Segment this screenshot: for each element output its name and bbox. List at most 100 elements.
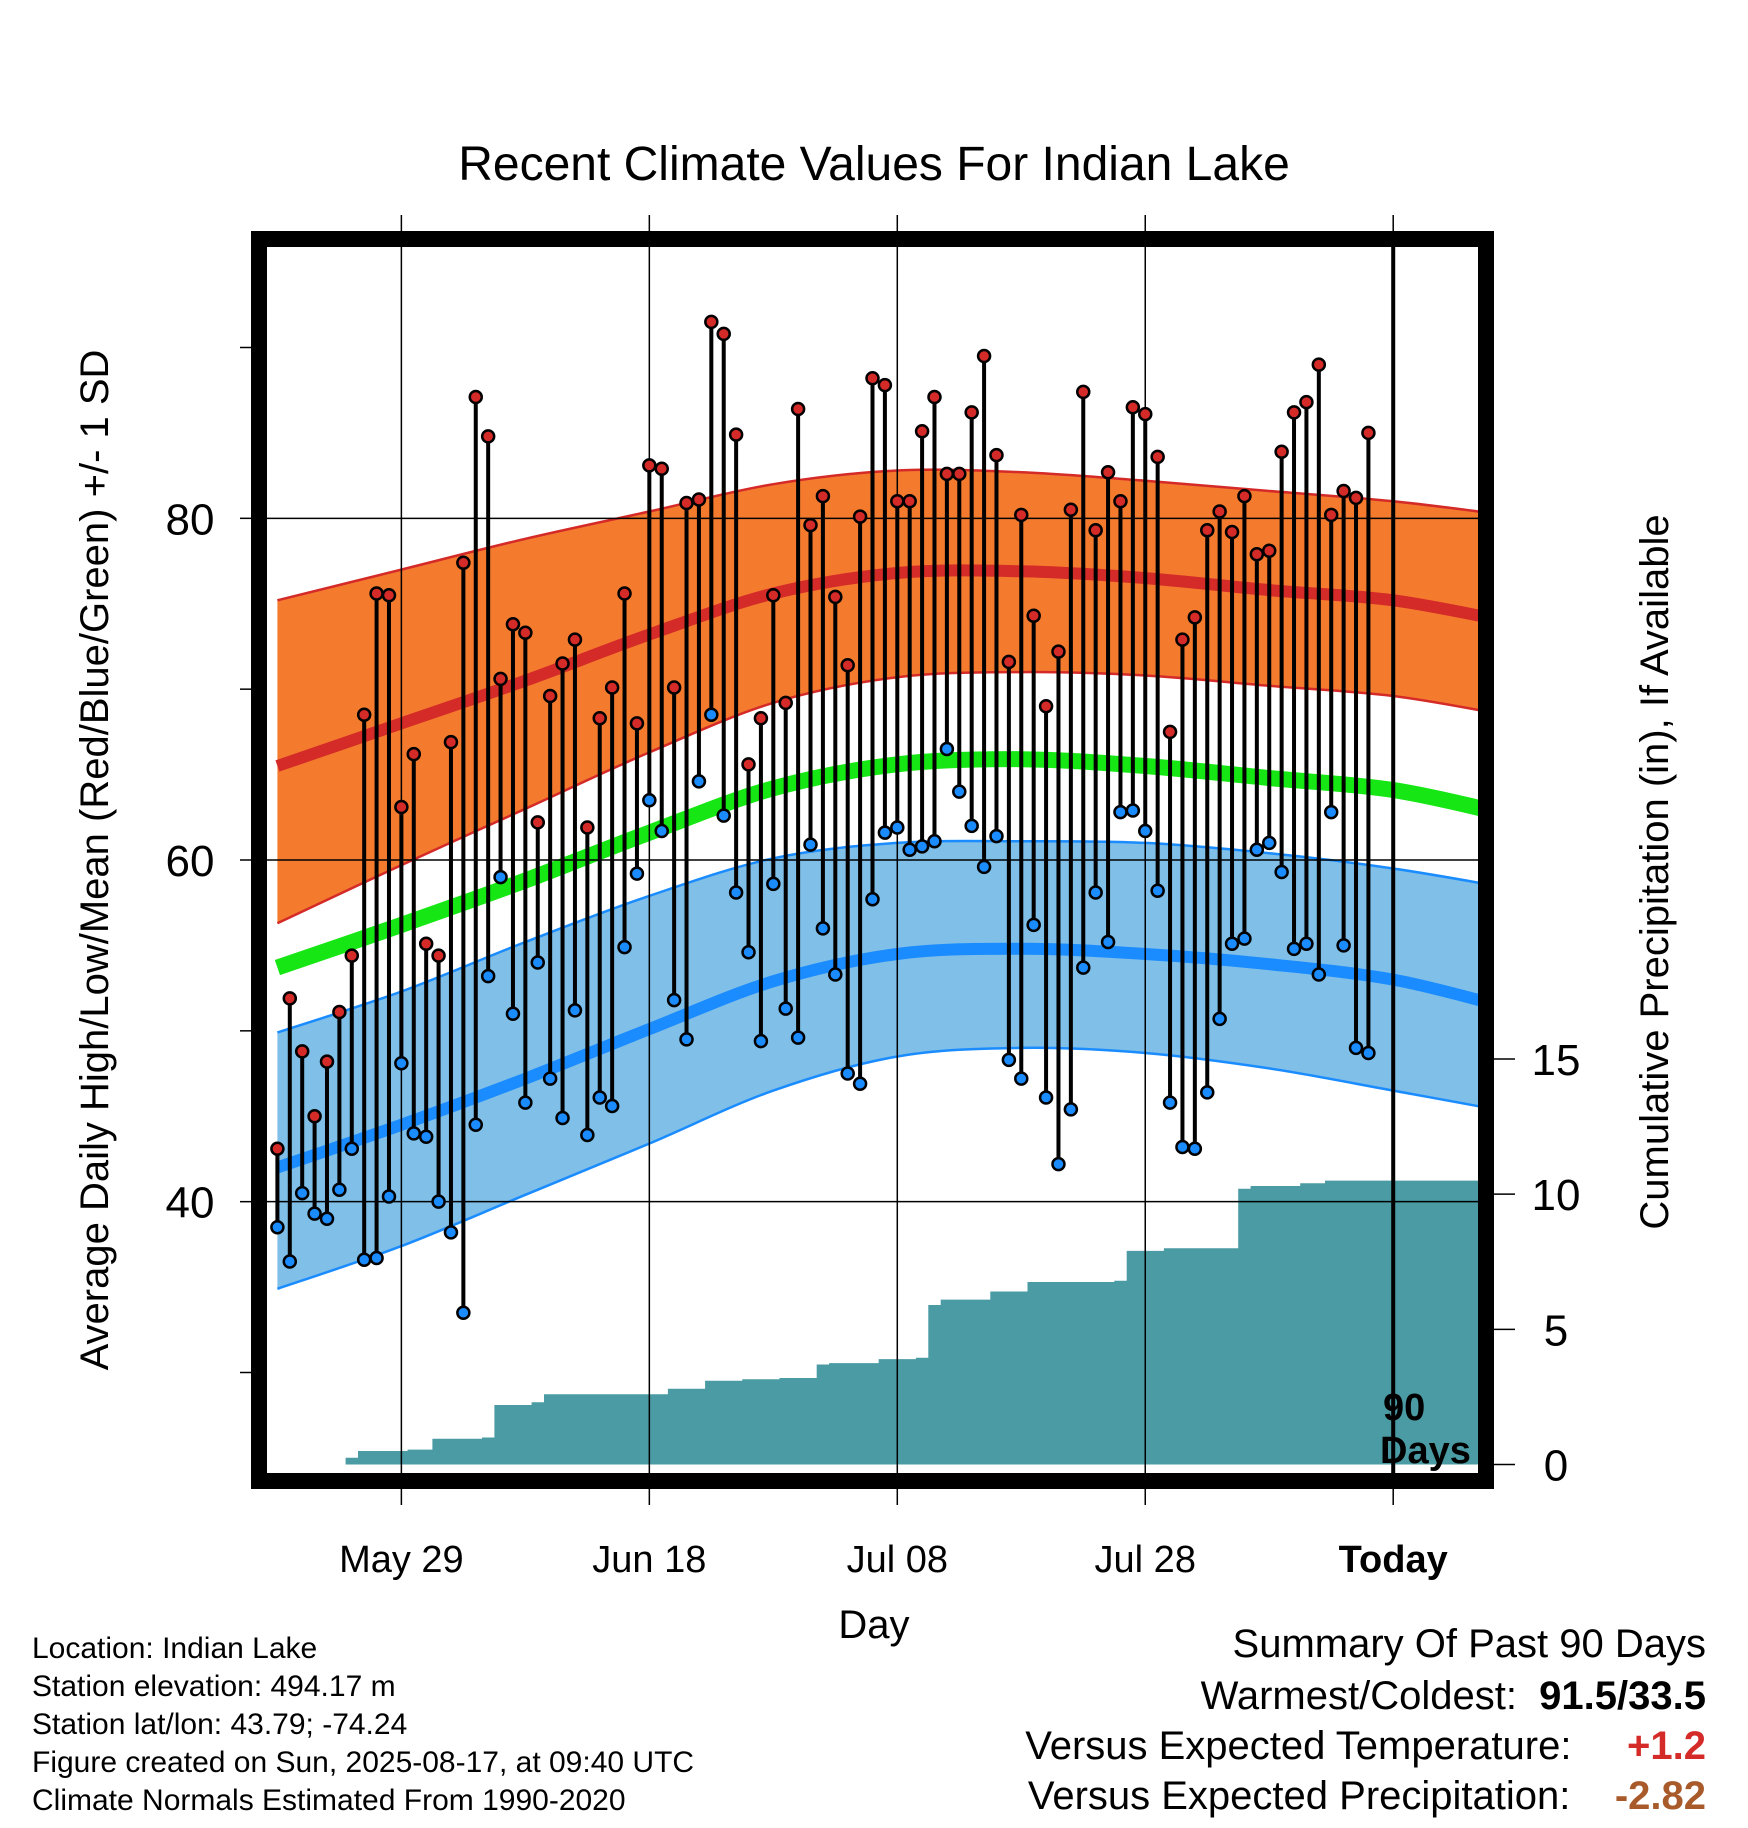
low-point [654,823,669,839]
high-point [1311,357,1327,372]
y-right-tick-label: 15 [1532,1036,1581,1085]
high-point [1336,483,1351,499]
low-point [766,876,781,892]
high-point [480,429,496,444]
high-point [654,461,669,477]
high-point [468,389,484,405]
low-point [282,1254,298,1269]
low-point [319,1211,335,1226]
high-point [766,587,781,603]
y-tick-label: 40 [166,1179,215,1228]
high-point [319,1054,335,1069]
low-point [753,1033,769,1049]
high-point [976,348,992,364]
low-point [604,1098,620,1114]
low-point [952,784,967,799]
low-point [270,1220,285,1235]
high-point [456,555,471,570]
low-point [1125,803,1141,818]
high-point [1014,507,1029,523]
low-point [1063,1102,1079,1117]
summary-warm-cold-value: 91.5/33.5 [1539,1674,1706,1718]
low-point [803,837,818,852]
high-point [270,1141,285,1156]
x-tick-label: Jun 18 [592,1539,706,1581]
high-point [1162,724,1178,740]
high-point [716,326,731,342]
low-point [1336,938,1351,953]
axes: 40 60 80 0 5 10 15 May 29 Jun 18 Jul 08 Jul 28 Toda… [166,346,1581,1581]
low-point [1187,1141,1203,1156]
high-point [902,494,917,509]
low-point [580,1127,595,1143]
high-point [704,314,719,330]
summary-temp: Versus Expected Temperature: +1.2 [1025,1724,1706,1769]
x-tick-label: Jul 08 [847,1539,948,1581]
low-point [1150,883,1165,898]
high-point [1038,699,1054,714]
low-point [852,1076,868,1092]
low-point [1361,1045,1376,1061]
high-point [1199,523,1215,538]
high-point [592,710,607,726]
low-point [914,839,930,854]
station-info: Location: Indian Lake Station elevation:… [32,1630,694,1820]
high-point [294,1044,310,1059]
low-point [790,1030,806,1045]
y-tick-label: 60 [166,837,215,886]
high-point [890,494,905,509]
low-point [840,1066,855,1081]
high-point [604,680,620,695]
low-point [642,792,657,808]
low-point [629,866,645,881]
low-point [1100,934,1116,950]
y-right-tick-label: 10 [1532,1171,1581,1220]
low-point [1261,835,1277,851]
high-point [1150,449,1165,465]
info-latlon: Station lat/lon: 43.79; -74.24 [32,1708,408,1741]
low-point [877,825,893,840]
low-point [1162,1095,1178,1110]
summary-precip-label: Versus Expected Precipitation: [1027,1774,1571,1818]
low-point [443,1225,459,1240]
low-point [1051,1156,1066,1172]
low-point [381,1189,397,1204]
summary-precip: Versus Expected Precipitation: -2.82 [1028,1774,1706,1819]
summary-temp-label: Versus Expected Temperature: [1025,1724,1572,1768]
high-point [753,710,769,726]
low-point [1286,941,1302,957]
low-point [518,1095,533,1110]
high-point [1175,632,1190,647]
high-point [555,656,570,671]
low-point [691,774,707,789]
chart-title: Recent Climate Values For Indian Lake [458,138,1290,191]
high-point [865,371,880,386]
info-elevation: Station elevation: 494.17 m [32,1670,396,1703]
today-days-label: 90 [1383,1387,1425,1429]
high-point [741,757,756,772]
high-point [939,466,955,482]
high-point [1348,490,1364,506]
low-point [1348,1040,1364,1056]
low-point [1175,1139,1190,1155]
summary-precip-value: -2.82 [1614,1774,1706,1818]
low-point [964,818,979,834]
low-point [778,1001,793,1016]
daily-points [270,314,1376,1320]
high-point [344,948,360,963]
x-axis-label: Day [838,1603,909,1647]
high-point [518,625,533,641]
low-point [431,1194,446,1209]
high-point [964,405,979,420]
low-point [332,1182,347,1197]
high-point [307,1109,322,1124]
low-point [902,842,917,857]
high-point [394,799,409,815]
high-point [989,447,1004,463]
low-point [1076,960,1091,975]
high-point [1286,405,1302,420]
y-axis-label: Average Daily High/Low/Mean (Red/Blue/Gr… [73,350,117,1371]
low-point [939,741,955,757]
x-tick-label: May 29 [339,1539,464,1581]
high-point [332,1004,347,1020]
